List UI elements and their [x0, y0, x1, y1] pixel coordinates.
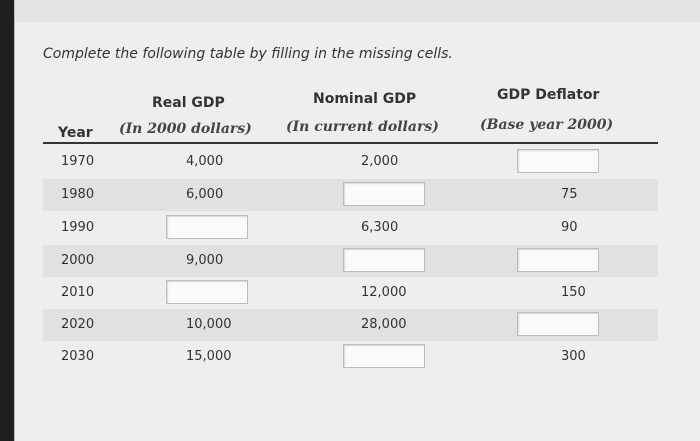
header-deflator-sub: (Base year 2000) [480, 117, 614, 133]
top-strip [15, 0, 700, 22]
nominal-gdp-input[interactable] [344, 345, 424, 368]
table-row: 2030 15,000 300 [43, 341, 658, 373]
header-nominal-gdp-sub: (In current dollars) [286, 119, 439, 135]
nominal-gdp-input-box[interactable] [343, 248, 425, 272]
real-gdp-value: 4,000 [186, 154, 224, 169]
year-cell: 2020 [61, 317, 95, 332]
real-gdp-input[interactable] [167, 216, 247, 239]
header-real-gdp: Real GDP [152, 95, 225, 111]
real-gdp-value: 15,000 [186, 349, 232, 364]
nominal-gdp-value: 28,000 [361, 317, 407, 332]
deflator-gdp-value: 150 [561, 285, 586, 300]
year-cell: 2010 [61, 285, 95, 300]
nominal-gdp-input-box[interactable] [343, 344, 425, 368]
header-year: Year [58, 125, 93, 141]
real-gdp-value: 10,000 [186, 317, 232, 332]
nominal-gdp-value: 2,000 [361, 154, 399, 169]
real-gdp-input-box[interactable] [166, 280, 248, 304]
header-gdp-deflator: GDP Deflator [497, 87, 600, 103]
deflator-gdp-input[interactable] [518, 313, 598, 336]
table-row: 2000 9,000 [43, 245, 658, 277]
header-real-gdp-sub: (In 2000 dollars) [119, 121, 252, 137]
nominal-gdp-input-box[interactable] [343, 182, 425, 206]
year-cell: 1970 [61, 154, 95, 169]
nominal-gdp-input[interactable] [344, 183, 424, 206]
real-gdp-value: 9,000 [186, 253, 224, 268]
nominal-gdp-value: 12,000 [361, 285, 407, 300]
table-row: 2020 10,000 28,000 [43, 309, 658, 341]
deflator-gdp-input-box[interactable] [517, 248, 599, 272]
question-panel: Complete the following table by filling … [14, 0, 700, 441]
nominal-gdp-input[interactable] [344, 249, 424, 272]
year-cell: 2000 [61, 253, 95, 268]
instructions-text: Complete the following table by filling … [43, 46, 453, 62]
deflator-gdp-input[interactable] [518, 249, 598, 272]
year-cell: 1980 [61, 187, 95, 202]
year-cell: 1990 [61, 220, 95, 235]
deflator-gdp-input[interactable] [518, 150, 598, 173]
real-gdp-value: 6,000 [186, 187, 224, 202]
table-row: 1970 4,000 2,000 [43, 146, 658, 178]
table-row: 1990 6,300 90 [43, 212, 658, 244]
deflator-gdp-input-box[interactable] [517, 312, 599, 336]
deflator-gdp-value: 300 [561, 349, 586, 364]
year-cell: 2030 [61, 349, 95, 364]
real-gdp-input[interactable] [167, 281, 247, 304]
deflator-gdp-value: 75 [561, 187, 578, 202]
real-gdp-input-box[interactable] [166, 215, 248, 239]
table-row: 1980 6,000 75 [43, 179, 658, 211]
header-nominal-gdp: Nominal GDP [313, 91, 417, 107]
deflator-gdp-input-box[interactable] [517, 149, 599, 173]
nominal-gdp-value: 6,300 [361, 220, 399, 235]
header-divider [43, 142, 658, 144]
deflator-gdp-value: 90 [561, 220, 578, 235]
table-row: 2010 12,000 150 [43, 277, 658, 309]
